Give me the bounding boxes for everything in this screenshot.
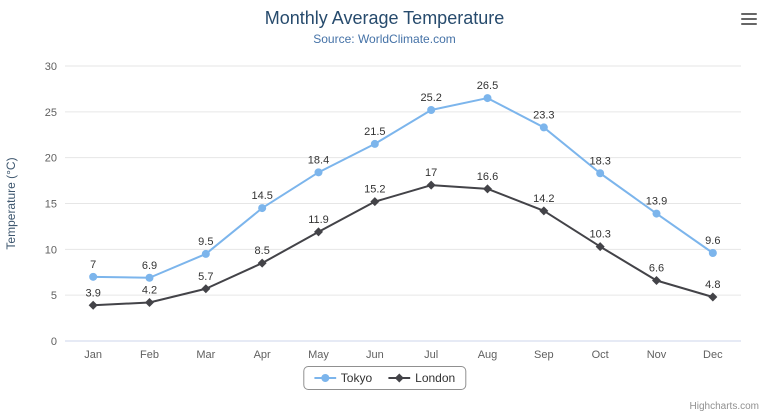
- circle-marker-icon: [313, 374, 336, 382]
- data-label-london: 11.9: [308, 214, 329, 226]
- hamburger-bar: [741, 13, 757, 15]
- data-label-tokyo: 21.5: [364, 126, 385, 138]
- hamburger-bar: [741, 18, 757, 20]
- data-label-london: 14.2: [533, 193, 554, 205]
- x-axis-tick-label: Nov: [647, 349, 667, 361]
- marker-london[interactable]: [539, 206, 549, 216]
- x-axis-tick-label: Dec: [703, 349, 723, 361]
- y-axis-tick-label: 20: [45, 153, 57, 165]
- data-label-tokyo: 18.4: [308, 154, 329, 166]
- x-axis-tick-label: Jul: [424, 349, 438, 361]
- marker-tokyo[interactable]: [258, 204, 267, 213]
- marker-london[interactable]: [314, 227, 323, 237]
- data-label-tokyo: 26.5: [477, 80, 498, 92]
- data-label-london: 5.7: [198, 271, 213, 283]
- chart-title: Monthly Average Temperature: [264, 8, 505, 28]
- diamond-marker-icon: [388, 373, 411, 383]
- marker-london[interactable]: [145, 298, 154, 307]
- marker-london[interactable]: [370, 197, 380, 207]
- legend: Tokyo London: [302, 366, 467, 390]
- data-label-london: 4.8: [705, 279, 720, 291]
- credits-link[interactable]: Highcharts.com: [689, 401, 759, 412]
- y-axis-tick-label: 30: [45, 61, 57, 73]
- y-axis-tick-label: 25: [45, 107, 57, 119]
- x-axis-tick-label: May: [308, 349, 329, 361]
- marker-tokyo[interactable]: [652, 209, 661, 218]
- series-line-tokyo: [92, 97, 714, 279]
- y-axis-tick-label: 0: [51, 336, 57, 348]
- data-label-tokyo: 14.5: [251, 190, 272, 202]
- data-label-tokyo: 9.6: [705, 235, 720, 247]
- x-axis-tick-label: Aug: [478, 349, 498, 361]
- marker-london[interactable]: [652, 276, 661, 285]
- x-axis-tick-label: Jan: [84, 349, 102, 361]
- data-label-london: 16.6: [477, 171, 498, 183]
- y-axis-tick-label: 10: [45, 244, 57, 256]
- marker-tokyo[interactable]: [89, 272, 98, 281]
- data-label-tokyo: 23.3: [533, 109, 554, 121]
- data-label-london: 10.3: [589, 229, 610, 241]
- x-axis-tick-label: Oct: [592, 349, 609, 361]
- data-label-london: 15.2: [364, 184, 385, 196]
- data-label-london: 3.9: [86, 287, 101, 299]
- marker-london[interactable]: [201, 284, 211, 294]
- marker-london[interactable]: [483, 184, 492, 194]
- marker-tokyo[interactable]: [483, 94, 492, 103]
- data-label-tokyo: 13.9: [646, 196, 667, 208]
- marker-tokyo[interactable]: [370, 139, 379, 148]
- data-label-tokyo: 7: [90, 259, 96, 271]
- data-label-tokyo: 6.9: [142, 260, 157, 272]
- legend-item-london[interactable]: London: [388, 371, 455, 385]
- marker-tokyo[interactable]: [708, 249, 717, 257]
- marker-london[interactable]: [708, 292, 718, 302]
- marker-london[interactable]: [595, 242, 605, 252]
- marker-london[interactable]: [257, 258, 267, 268]
- hamburger-bar: [741, 23, 757, 25]
- y-axis-title: Temperature (°C): [4, 157, 18, 249]
- data-label-london: 6.6: [649, 263, 664, 275]
- legend-label: Tokyo: [340, 371, 373, 385]
- data-label-london: 4.2: [142, 285, 157, 297]
- x-axis-tick-label: Jun: [366, 349, 384, 361]
- hamburger-icon[interactable]: [741, 13, 757, 25]
- marker-london[interactable]: [88, 300, 98, 310]
- legend-label: London: [415, 371, 456, 385]
- marker-tokyo[interactable]: [314, 168, 323, 177]
- marker-tokyo[interactable]: [539, 123, 548, 132]
- data-label-london: 8.5: [255, 245, 270, 257]
- series-line-london: [92, 184, 714, 307]
- marker-tokyo[interactable]: [201, 249, 210, 258]
- data-label-tokyo: 9.5: [198, 236, 213, 248]
- chart-subtitle: Source: WorldClimate.com: [313, 32, 456, 46]
- x-axis-tick-label: Apr: [254, 349, 271, 361]
- marker-tokyo[interactable]: [145, 273, 154, 282]
- y-axis-tick-label: 15: [45, 199, 57, 211]
- marker-tokyo[interactable]: [596, 169, 605, 178]
- x-axis-tick-label: Mar: [196, 349, 215, 361]
- data-label-tokyo: 18.3: [589, 155, 610, 167]
- y-axis-tick-label: 5: [51, 290, 57, 302]
- marker-london[interactable]: [426, 180, 436, 190]
- x-axis-tick-label: Feb: [140, 349, 159, 361]
- marker-tokyo[interactable]: [427, 106, 436, 114]
- data-label-london: 17: [425, 167, 437, 179]
- x-axis-tick-label: Sep: [534, 349, 554, 361]
- data-label-tokyo: 25.2: [420, 92, 441, 104]
- legend-item-tokyo[interactable]: Tokyo: [313, 371, 373, 385]
